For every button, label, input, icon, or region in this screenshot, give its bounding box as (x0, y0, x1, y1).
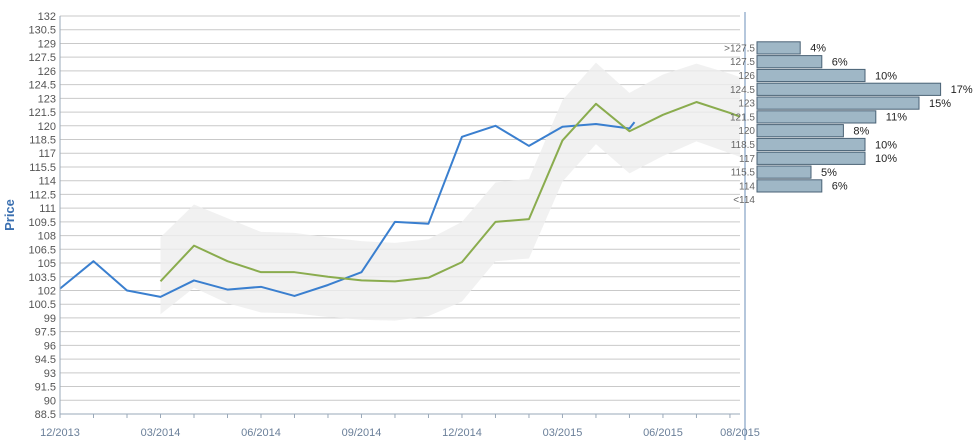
histogram-bin-label: 120 (738, 126, 755, 137)
grid-layer (60, 15, 740, 415)
x-tick-label: 12/2014 (442, 427, 482, 439)
y-tick-label: 96 (44, 340, 56, 352)
y-tick-label: 123 (38, 93, 56, 105)
y-tick-label: 129 (38, 38, 56, 50)
histogram-bar (756, 165, 812, 179)
y-tick-label: 124.5 (28, 80, 56, 92)
histogram-bar-percent: 10% (875, 153, 897, 165)
histogram-bar-percent: 4% (810, 43, 826, 55)
histogram-bar (756, 124, 844, 138)
histogram-bar-percent: 10% (875, 70, 897, 82)
y-tick-label: 114 (38, 176, 56, 188)
histogram-bar-percent: 8% (853, 126, 869, 138)
x-tick-label: 08/2015 (720, 427, 760, 439)
histogram-bar (756, 68, 866, 83)
price-line (59, 121, 636, 298)
histogram-bar-percent: 6% (832, 181, 848, 193)
y-tick-label: 111 (39, 203, 56, 215)
histogram-bin-label: 117 (739, 154, 755, 165)
histogram-bar-percent: 15% (929, 98, 951, 110)
y-tick-label: 118.5 (29, 135, 56, 147)
y-tick-label: 90 (44, 395, 56, 407)
histogram-bin-label: 126 (738, 71, 755, 82)
histogram-bar (756, 96, 920, 110)
histogram-bar-percent: 11% (886, 112, 907, 124)
x-tick-label: 03/2014 (141, 427, 181, 439)
series-layer (59, 101, 741, 298)
y-axis-label: Price (2, 199, 17, 231)
histogram-bar-percent: 6% (832, 57, 848, 69)
histogram-bin-label: >127.5 (724, 43, 755, 54)
histogram-bar (756, 179, 823, 193)
confidence-band (160, 62, 740, 321)
y-tick-label: 105 (38, 258, 56, 270)
histogram-bin-label: 118.5 (731, 140, 756, 151)
y-tick-label: 94.5 (35, 354, 56, 366)
histogram-bin-label: 124.5 (730, 85, 755, 96)
x-tick-label: 06/2014 (241, 427, 281, 439)
histogram-bin-label: 121.5 (730, 112, 755, 123)
y-tick-label: 100.5 (28, 299, 56, 311)
y-tick-label: 88.5 (35, 409, 56, 421)
y-tick-label: 115.5 (29, 162, 56, 174)
x-tick-label: 06/2015 (643, 427, 683, 439)
histogram-bin-label: 115.5 (731, 168, 756, 179)
y-tick-label: 97.5 (35, 327, 56, 339)
y-tick-label: 108 (38, 231, 56, 243)
y-tick-label: 102 (38, 285, 56, 297)
histogram-bin-label: 123 (738, 99, 755, 110)
y-tick-label: 99 (44, 313, 56, 325)
histogram-bar (756, 151, 866, 165)
y-tick-label: 126 (38, 66, 56, 78)
histogram-layer: >127.5 4% 127.5 6% 126 10% 124.5 17% 123 15% 121.5… (724, 41, 973, 206)
y-tick-label: 91.5 (35, 382, 56, 394)
x-tick-label: 12/2013 (40, 427, 80, 439)
histogram-bar (756, 82, 942, 96)
histogram-bar-percent: 10% (875, 139, 897, 151)
y-tick-label: 106.5 (28, 244, 56, 256)
y-tick-label: 103.5 (28, 272, 56, 284)
histogram-bar-percent: 17% (951, 84, 973, 96)
histogram-bar-percent: 5% (821, 167, 837, 179)
x-tick-label: 03/2015 (543, 427, 583, 439)
y-tick-label: 117 (38, 148, 56, 160)
histogram-bar (756, 110, 877, 124)
histogram-bin-label: 127.5 (730, 57, 755, 68)
confidence-band-layer (160, 62, 740, 321)
y-tick-label: 121.5 (28, 107, 56, 119)
x-tick-label: 09/2014 (342, 427, 382, 439)
y-tick-label: 112.5 (29, 189, 56, 201)
y-tick-label: 127.5 (28, 52, 56, 64)
histogram-bin-label: <114 (733, 195, 755, 206)
y-tick-label: 130.5 (28, 25, 56, 37)
y-tick-label: 109.5 (28, 217, 56, 229)
y-tick-label: 93 (44, 368, 56, 380)
forecast-line (159, 101, 741, 283)
histogram-bin-label: 114 (739, 181, 755, 192)
y-tick-label: 132 (38, 11, 56, 23)
histogram-bar (756, 137, 866, 152)
histogram-bar (756, 41, 801, 55)
histogram-bar (756, 55, 823, 69)
y-tick-label: 120 (38, 121, 56, 133)
